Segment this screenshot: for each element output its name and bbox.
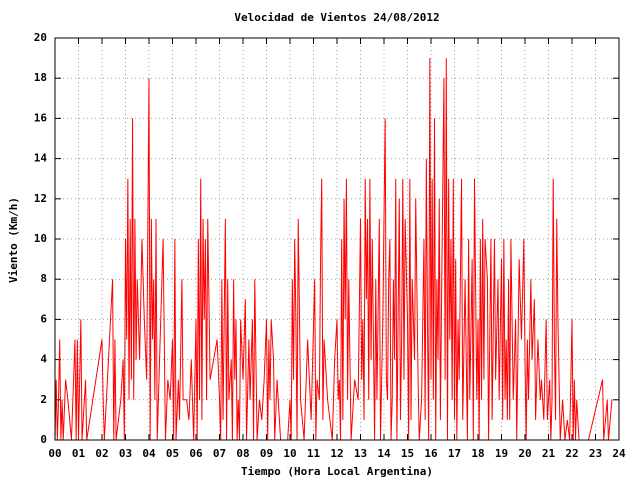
- x-tick-label: 00: [48, 447, 61, 460]
- y-tick-label: 4: [40, 353, 47, 366]
- x-tick-label: 15: [401, 447, 414, 460]
- y-tick-label: 6: [40, 312, 47, 325]
- x-tick-label: 09: [260, 447, 273, 460]
- x-tick-label: 01: [72, 447, 86, 460]
- x-tick-label: 21: [542, 447, 556, 460]
- x-tick-label: 24: [612, 447, 626, 460]
- chart-title: Velocidad de Vientos 24/08/2012: [234, 11, 439, 24]
- x-tick-label: 05: [166, 447, 179, 460]
- x-tick-label: 17: [448, 447, 461, 460]
- x-tick-label: 11: [307, 447, 321, 460]
- x-tick-label: 20: [518, 447, 531, 460]
- x-tick-label: 14: [377, 447, 391, 460]
- x-tick-label: 23: [589, 447, 602, 460]
- x-tick-label: 04: [142, 447, 156, 460]
- x-axis-label: Tiempo (Hora Local Argentina): [241, 465, 433, 478]
- x-tick-label: 03: [119, 447, 132, 460]
- y-tick-label: 18: [34, 71, 47, 84]
- y-axis-label: Viento (Km/h): [7, 197, 20, 283]
- y-tick-label: 12: [34, 192, 47, 205]
- x-tick-label: 10: [283, 447, 296, 460]
- y-tick-label: 16: [34, 111, 48, 124]
- x-tick-label: 22: [565, 447, 578, 460]
- plot-border: [54, 37, 620, 441]
- y-tick-label: 14: [34, 152, 48, 165]
- data-line: [54, 58, 613, 441]
- x-tick-label: 19: [495, 447, 508, 460]
- x-tick-label: 06: [189, 447, 203, 460]
- x-tick-label: 13: [354, 447, 367, 460]
- x-tick-label: 08: [236, 447, 249, 460]
- x-tick-label: 16: [424, 447, 438, 460]
- x-tick-label: 12: [330, 447, 343, 460]
- x-tick-label: 02: [95, 447, 108, 460]
- x-tick-label: 18: [471, 447, 484, 460]
- y-tick-label: 8: [40, 272, 47, 285]
- x-tick-label: 07: [213, 447, 226, 460]
- y-tick-label: 10: [34, 232, 47, 245]
- y-tick-label: 20: [34, 31, 47, 44]
- y-tick-label: 0: [40, 433, 47, 446]
- y-tick-label: 2: [40, 393, 47, 406]
